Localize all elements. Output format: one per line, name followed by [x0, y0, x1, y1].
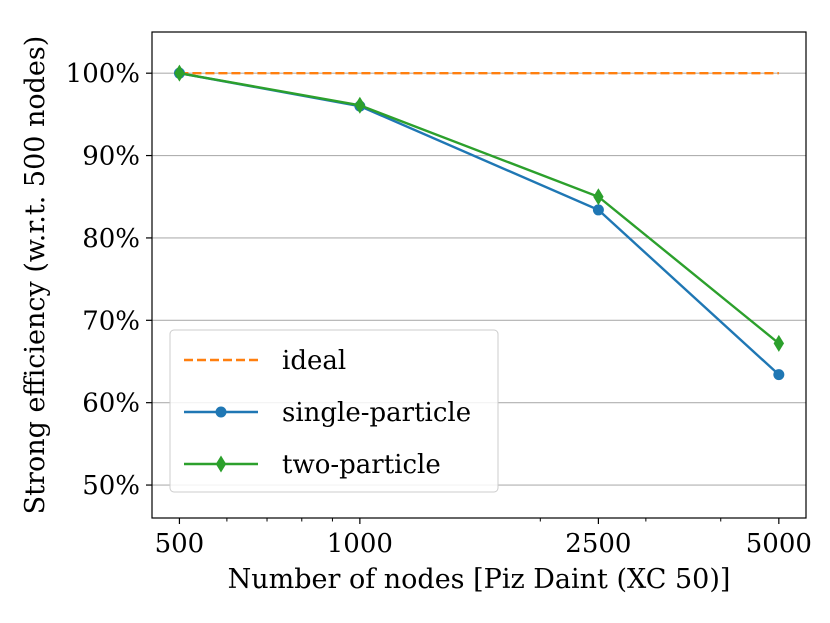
- legend-marker-two-particle: [215, 455, 227, 473]
- x-tick-label: 500: [155, 529, 205, 559]
- y-tick-label: 70%: [82, 306, 140, 336]
- series-line-two-particle: [179, 72, 780, 345]
- data-point-two-particle: [773, 334, 785, 352]
- series-layer: [173, 64, 785, 381]
- data-point-two-particle: [354, 96, 366, 114]
- y-tick-label: 100%: [66, 59, 140, 89]
- y-tick-label: 50%: [82, 471, 140, 501]
- y-tick-label: 60%: [82, 389, 140, 419]
- x-axis-title: Number of nodes [Piz Daint (XC 50)]: [228, 564, 731, 595]
- series-line-single-particle: [179, 72, 780, 376]
- legend-marker-single-particle: [215, 406, 227, 418]
- x-tick-label: 5000: [746, 529, 812, 559]
- data-point-two-particle: [593, 188, 604, 206]
- legend: ideal single-particle two-particle: [169, 329, 499, 493]
- legend-label-single-particle: single-particle: [282, 398, 471, 428]
- legend-items: ideal single-particle two-particle: [184, 346, 471, 480]
- data-point-two-particle: [174, 64, 185, 82]
- legend-label-ideal: ideal: [282, 346, 346, 376]
- x-tick-label: 1000: [327, 529, 393, 559]
- y-axis-title: Strong efficiency (w.r.t. 500 nodes): [20, 36, 51, 515]
- x-tick-label: 2500: [565, 529, 631, 559]
- plot-frame: [151, 31, 807, 519]
- y-tick-label: 90%: [82, 142, 140, 172]
- legend-label-two-particle: two-particle: [282, 450, 441, 480]
- data-point-single-particle: [592, 204, 604, 216]
- legend-box: [169, 329, 499, 493]
- ticks-layer: 50% 60% 70% 80% 90% 100% 500 1000 2500 5000: [66, 59, 812, 559]
- data-point-single-particle: [773, 369, 785, 381]
- y-tick-label: 80%: [82, 224, 140, 254]
